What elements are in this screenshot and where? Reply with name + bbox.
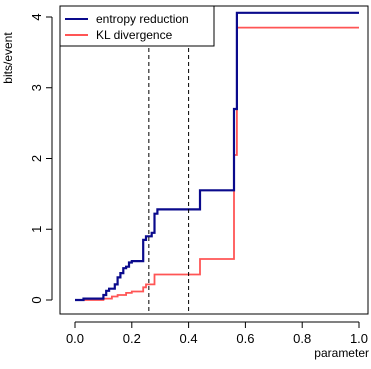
- x-tick-label: 0.0: [66, 331, 84, 346]
- legend-label-entropy-reduction: entropy reduction: [96, 12, 189, 26]
- x-tick-label: 0.4: [180, 331, 198, 346]
- x-tick-label: 0.6: [236, 331, 254, 346]
- y-axis: 0 1 2 3 4: [29, 13, 53, 304]
- series-layer: [75, 11, 359, 302]
- legend-box: [59, 5, 215, 47]
- y-axis-title: bits/event: [1, 32, 15, 84]
- y-tick-label: 2: [29, 155, 44, 162]
- y-tick-label: 3: [29, 84, 44, 91]
- series-line-entropy-reduction: [75, 11, 359, 302]
- x-tick-label: 0.2: [123, 331, 141, 346]
- plot-frame: [59, 5, 369, 315]
- series-line-kl-divergence: [75, 26, 359, 301]
- y-tick-label: 4: [29, 13, 44, 20]
- legend: entropy reduction KL divergence: [59, 5, 215, 47]
- x-tick-label: 0.8: [293, 331, 311, 346]
- y-tick-label: 1: [29, 226, 44, 233]
- legend-label-kl-divergence: KL divergence: [96, 28, 173, 42]
- x-axis: 0.0 0.2 0.4 0.6 0.8 1.0: [66, 321, 368, 346]
- y-tick-label: 0: [29, 296, 44, 303]
- vline-layer: [148, 6, 190, 314]
- x-axis-title: parameter: [314, 346, 369, 360]
- x-tick-label: 1.0: [350, 331, 368, 346]
